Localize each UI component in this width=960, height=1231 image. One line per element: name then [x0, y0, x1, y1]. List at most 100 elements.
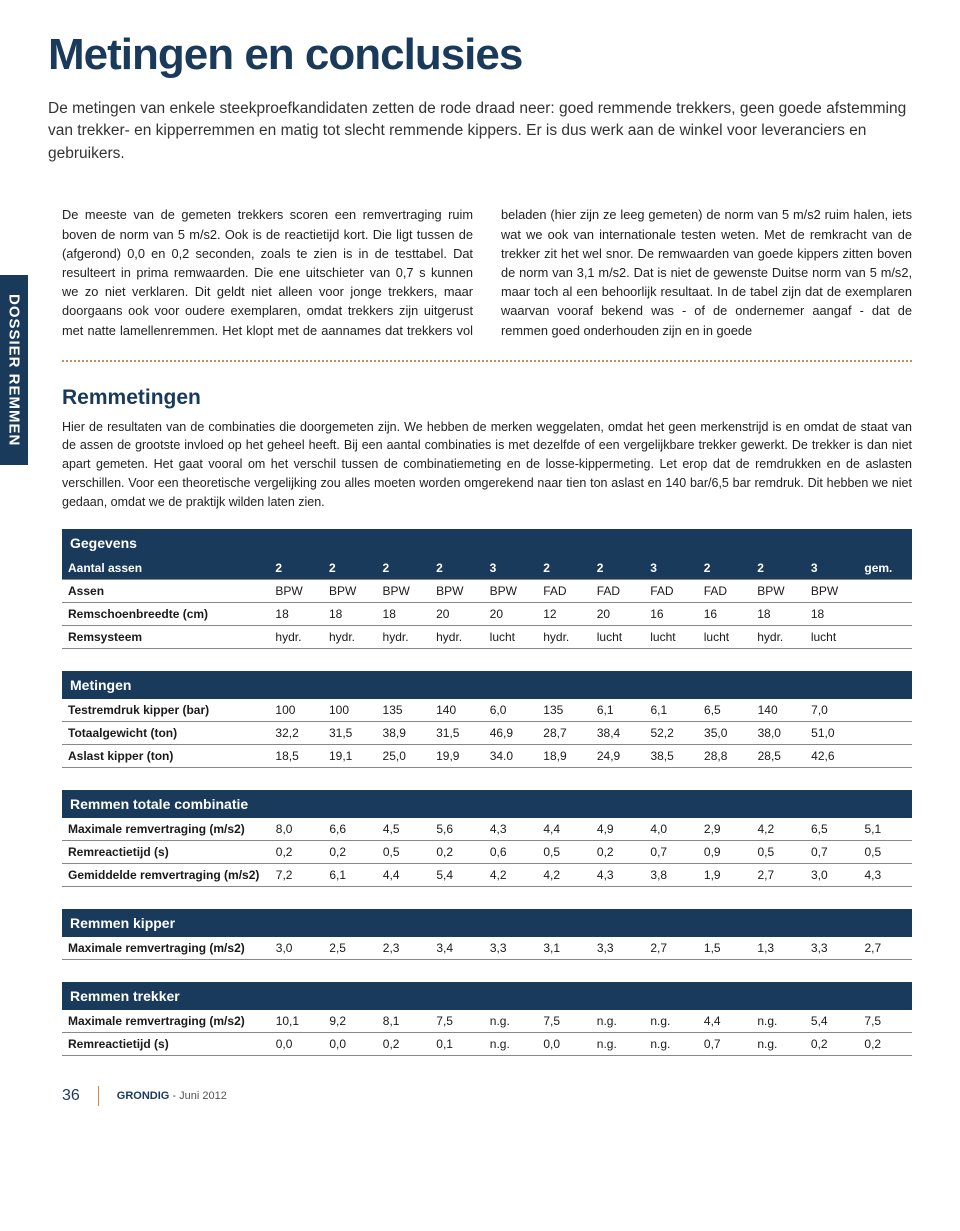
- cell: 3: [644, 557, 698, 580]
- cell: 18,9: [537, 745, 591, 768]
- cell: 0,6: [484, 841, 538, 864]
- row-label: Remreactietijd (s): [62, 841, 270, 864]
- cell: [858, 603, 912, 626]
- cell: 0,7: [805, 841, 859, 864]
- cell: 0,5: [377, 841, 431, 864]
- cell: gem.: [858, 557, 912, 580]
- cell: 100: [269, 699, 323, 722]
- cell: 1,5: [698, 937, 752, 960]
- cell: 24,9: [591, 745, 645, 768]
- table-title: Metingen: [62, 671, 912, 699]
- cell: 2: [537, 557, 591, 580]
- cell: 3,1: [537, 937, 591, 960]
- cell: 5,6: [430, 818, 484, 841]
- row-label: Remschoenbreedte (cm): [62, 603, 269, 626]
- row-label: Maximale remvertraging (m/s2): [62, 818, 270, 841]
- cell: lucht: [484, 626, 538, 649]
- cell: 31,5: [430, 722, 484, 745]
- row-label: Maximale remvertraging (m/s2): [62, 937, 270, 960]
- cell: 3: [484, 557, 538, 580]
- cell: hydr.: [323, 626, 377, 649]
- cell: n.g.: [591, 1010, 645, 1033]
- cell: 5,4: [430, 864, 484, 887]
- cell: 2: [377, 557, 431, 580]
- cell: 8,0: [270, 818, 324, 841]
- cell: 0,2: [377, 1033, 430, 1056]
- cell: 135: [537, 699, 591, 722]
- cell: 0,1: [430, 1033, 483, 1056]
- cell: 3,8: [644, 864, 698, 887]
- dotted-divider: [62, 360, 912, 362]
- cell: BPW: [430, 580, 484, 603]
- row-label: Testremdruk kipper (bar): [62, 699, 269, 722]
- cell: hydr.: [377, 626, 431, 649]
- cell: 1,9: [698, 864, 752, 887]
- cell: 20: [430, 603, 484, 626]
- cell: 0,7: [698, 1033, 751, 1056]
- cell: n.g.: [644, 1010, 698, 1033]
- cell: n.g.: [484, 1010, 538, 1033]
- page-footer: 36 GRONDIG - Juni 2012: [62, 1086, 912, 1106]
- cell: 0,2: [430, 841, 484, 864]
- cell: 6,1: [644, 699, 698, 722]
- cell: n.g.: [751, 1033, 805, 1056]
- cell: BPW: [269, 580, 323, 603]
- cell: 16: [644, 603, 698, 626]
- remmen_trekker-table: Remmen trekkerMaximale remvertraging (m/…: [62, 982, 912, 1056]
- cell: 1,3: [751, 937, 805, 960]
- cell: 6,6: [323, 818, 377, 841]
- table-row: Remsysteemhydr.hydr.hydr.hydr.luchthydr.…: [62, 626, 912, 649]
- cell: 3,3: [484, 937, 538, 960]
- cell: 7,5: [858, 1010, 912, 1033]
- page-number: 36: [62, 1087, 80, 1105]
- cell: 18,5: [269, 745, 323, 768]
- cell: 2,7: [644, 937, 698, 960]
- cell: BPW: [323, 580, 377, 603]
- cell: 0,5: [537, 841, 591, 864]
- row-label: Totaalgewicht (ton): [62, 722, 269, 745]
- cell: 19,1: [323, 745, 377, 768]
- cell: 4,0: [644, 818, 698, 841]
- cell: 0,2: [858, 1033, 912, 1056]
- cell: 0,7: [644, 841, 698, 864]
- cell: 18: [751, 603, 805, 626]
- cell: 100: [323, 699, 377, 722]
- cell: lucht: [644, 626, 698, 649]
- cell: 140: [430, 699, 484, 722]
- remmetingen-heading: Remmetingen: [62, 386, 912, 410]
- cell: 4,3: [484, 818, 538, 841]
- table-title: Remmen trekker: [62, 982, 912, 1010]
- cell: 2,7: [858, 937, 912, 960]
- cell: 28,8: [698, 745, 752, 768]
- cell: 4,4: [377, 864, 431, 887]
- cell: hydr.: [269, 626, 323, 649]
- remmen_kipper-table: Remmen kipperMaximale remvertraging (m/s…: [62, 909, 912, 960]
- tables-container: GegevensAantal assen22223223223gem.Assen…: [48, 529, 912, 1056]
- cell: 7,5: [537, 1010, 590, 1033]
- magazine-name: GRONDIG: [117, 1090, 170, 1102]
- cell: [859, 745, 912, 768]
- cell: 20: [591, 603, 645, 626]
- cell: [859, 699, 912, 722]
- cell: n.g.: [644, 1033, 698, 1056]
- cell: [859, 722, 912, 745]
- cell: FAD: [537, 580, 591, 603]
- cell: 3,0: [805, 864, 859, 887]
- cell: 2,3: [377, 937, 431, 960]
- cell: 38,0: [752, 722, 806, 745]
- cell: 6,5: [805, 818, 859, 841]
- table-title: Remmen totale combinatie: [62, 790, 912, 818]
- table-row: Aslast kipper (ton)18,519,125,019,934.01…: [62, 745, 912, 768]
- table-row: Testremdruk kipper (bar)1001001351406,01…: [62, 699, 912, 722]
- cell: 0,5: [858, 841, 912, 864]
- cell: 3,0: [270, 937, 324, 960]
- cell: 0,2: [591, 841, 645, 864]
- table-row: Aantal assen22223223223gem.: [62, 557, 912, 580]
- cell: 32,2: [269, 722, 323, 745]
- table-row: Maximale remvertraging (m/s2)10,19,28,17…: [62, 1010, 912, 1033]
- table-row: Remreactietijd (s)0,20,20,50,20,60,50,20…: [62, 841, 912, 864]
- intro-paragraph: De metingen van enkele steekproefkandida…: [48, 98, 912, 165]
- cell: 2,9: [698, 818, 752, 841]
- table-title: Remmen kipper: [62, 909, 912, 937]
- table-row: Totaalgewicht (ton)32,231,538,931,546,92…: [62, 722, 912, 745]
